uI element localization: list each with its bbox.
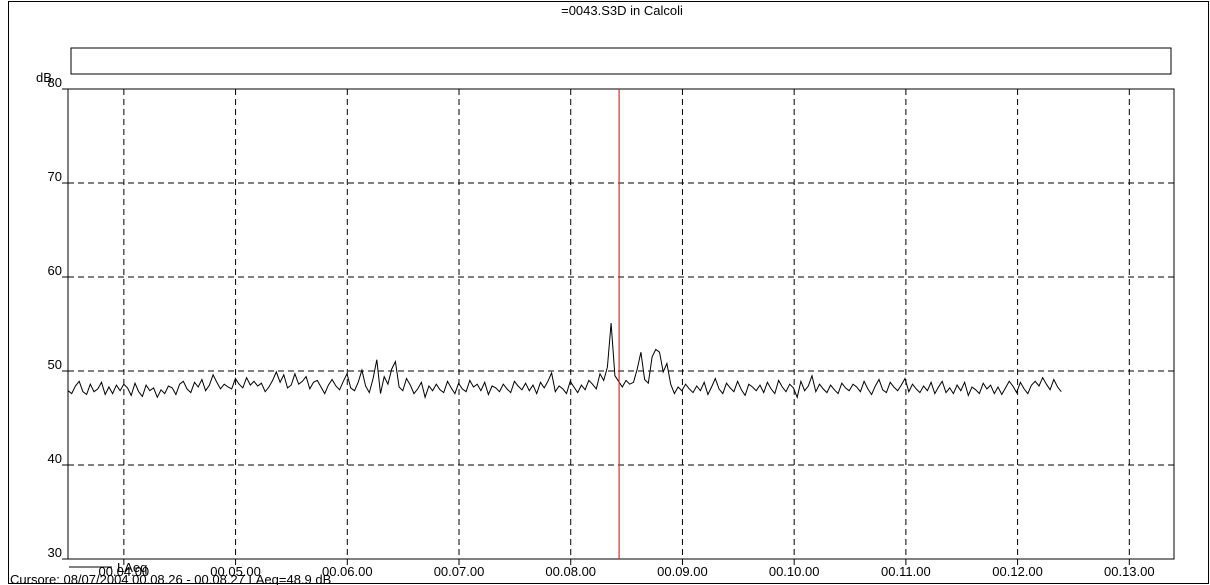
x-tick-label-9: 00.13.00 bbox=[1104, 564, 1155, 579]
plot-area bbox=[67, 88, 1175, 560]
x-tick-label-2: 00.06.00 bbox=[322, 564, 373, 579]
y-tick-label-30: 30 bbox=[48, 545, 62, 560]
y-tick-label-60: 60 bbox=[48, 263, 62, 278]
y-tick-label-40: 40 bbox=[48, 451, 62, 466]
y-ticks: 30 40 50 60 70 80 bbox=[48, 75, 68, 560]
x-tick-label-6: 00.10.00 bbox=[769, 564, 820, 579]
series-layer bbox=[67, 323, 1062, 400]
grid bbox=[68, 89, 1174, 559]
chart-frame bbox=[8, 1, 1209, 584]
x-tick-label-0: 00.04.00 bbox=[99, 564, 150, 579]
series-line-laeq bbox=[67, 323, 1062, 400]
y-tick-label-70: 70 bbox=[48, 169, 62, 184]
x-tick-label-7: 00.11.00 bbox=[881, 564, 931, 579]
x-ticks: 00.04.00 00.05.00 00.06.00 00.07.00 00.08.00… bbox=[99, 559, 1155, 579]
x-tick-label-5: 00.09.00 bbox=[657, 564, 708, 579]
x-tick-label-3: 00.07.00 bbox=[434, 564, 485, 579]
cursor-readout: Cursore: 08/07/2004 00.08.26 - 00.08.27 … bbox=[10, 572, 331, 585]
y-tick-label-50: 50 bbox=[48, 357, 62, 372]
header-bar bbox=[70, 47, 1172, 75]
y-axis-label: dB bbox=[36, 70, 52, 85]
chart-title: =0043.S3D in Calcoli bbox=[561, 3, 683, 18]
y-tick-label-80: 80 bbox=[48, 75, 62, 90]
x-tick-label-1: 00.05.00 bbox=[210, 564, 261, 579]
legend-label-laeq: LAeq bbox=[117, 560, 147, 575]
x-tick-label-8: 00.12.00 bbox=[992, 564, 1043, 579]
x-tick-label-4: 00.08.00 bbox=[545, 564, 596, 579]
